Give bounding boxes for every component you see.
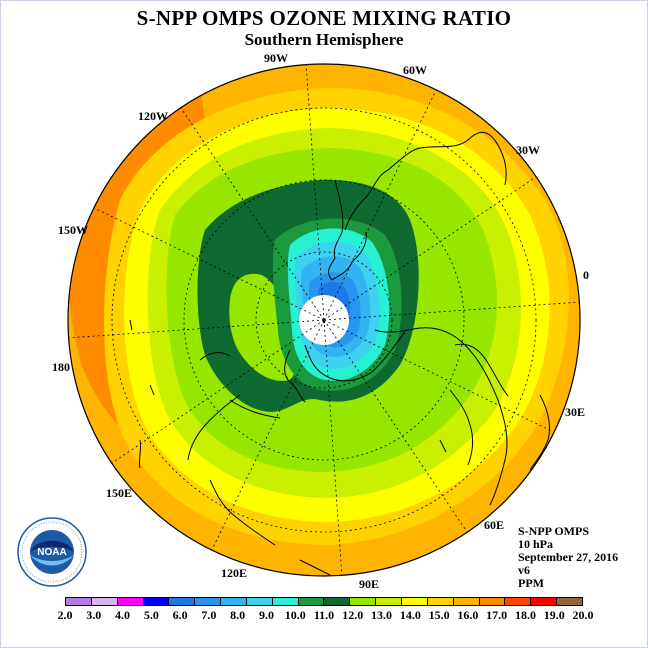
lon-label-60w: 60W — [403, 63, 427, 77]
colorbar-swatch — [557, 598, 582, 605]
colorbar-swatch — [376, 598, 402, 605]
colorbar-swatch — [350, 598, 377, 605]
noaa-logo-text: NOAA — [37, 547, 66, 558]
coastlines — [129, 131, 551, 576]
colorbar-ticks: 2.0 3.0 4.0 5.0 6.0 7.0 8.0 9.0 10.0 11.0 12.0 13.0… — [46, 608, 604, 622]
colorbar-tick-label: 13.0 — [371, 608, 393, 622]
colorbar-tick-label: 14.0 — [399, 608, 421, 622]
info-block: S-NPP OMPS 10 hPa September 27, 2016 v6 … — [518, 525, 618, 590]
colorbar-swatch — [143, 598, 170, 605]
colorbar-tick-label: 2.0 — [57, 608, 73, 622]
lon-label-120w: 120W — [138, 109, 168, 123]
lon-label-30w: 30W — [516, 143, 540, 157]
map-subtitle: Southern Hemisphere — [244, 30, 404, 49]
colorbar-tick-label: 12.0 — [342, 608, 364, 622]
colorbar-swatch — [117, 598, 144, 605]
lon-label-180: 180 — [52, 360, 70, 374]
lon-label-60e: 60E — [484, 518, 505, 532]
colorbar-swatch — [66, 598, 92, 605]
colorbar-tick-label: 4.0 — [115, 608, 131, 622]
colorbar-swatch — [272, 598, 299, 605]
colorbar-swatch — [169, 598, 196, 605]
colorbar-tick-label: 15.0 — [428, 608, 450, 622]
colorbar-swatch — [531, 598, 558, 605]
colorbar-tick-label: 10.0 — [284, 608, 306, 622]
map-border — [67, 63, 581, 577]
colorbar-tick-label: 18.0 — [514, 608, 536, 622]
colorbar-swatch — [453, 598, 480, 605]
info-units: PPM — [518, 576, 544, 590]
colorbar-tick-label: 17.0 — [486, 608, 508, 622]
colorbar-tick-label: 20.0 — [572, 608, 594, 622]
info-date: September 27, 2016 — [518, 550, 619, 564]
colorbar-swatch — [427, 598, 454, 605]
colorbar-swatch — [246, 598, 273, 605]
colorbar-swatch — [298, 598, 325, 605]
colorbar-swatch — [195, 598, 222, 605]
colorbar-tick-label: 6.0 — [172, 608, 188, 622]
lon-label-150e: 150E — [106, 486, 133, 500]
info-version: v6 — [518, 563, 530, 577]
lon-label-150w: 150W — [58, 223, 88, 237]
colorbar-tick-label: 16.0 — [457, 608, 479, 622]
lon-label-120e: 120E — [221, 566, 248, 580]
colorbar — [65, 597, 583, 606]
lon-label-0: 0 — [583, 268, 589, 282]
lon-label-30e: 30E — [565, 405, 586, 419]
colorbar-swatch — [401, 598, 428, 605]
noaa-logo: NOAA — [17, 517, 87, 587]
colorbar-swatch — [505, 598, 532, 605]
colorbar-tick-label: 5.0 — [143, 608, 159, 622]
lon-label-90e: 90E — [359, 577, 380, 591]
lon-label-90w: 90W — [264, 51, 288, 65]
colorbar-tick-label: 3.0 — [86, 608, 102, 622]
graticule — [111, 107, 537, 533]
map-title: S-NPP OMPS OZONE MIXING RATIO — [136, 6, 512, 30]
info-instrument: S-NPP OMPS — [518, 524, 589, 538]
colorbar-swatch — [91, 598, 118, 605]
info-level: 10 hPa — [518, 537, 554, 551]
colorbar-tick-label: 11.0 — [313, 608, 335, 622]
colorbar-tick-label: 9.0 — [258, 608, 274, 622]
colorbar-tick-label: 8.0 — [230, 608, 246, 622]
colorbar-swatch — [324, 598, 351, 605]
colorbar-tick-label: 7.0 — [201, 608, 217, 622]
colorbar-swatch — [221, 598, 247, 605]
colorbar-tick-label: 19.0 — [543, 608, 565, 622]
colorbar-swatch — [479, 598, 506, 605]
